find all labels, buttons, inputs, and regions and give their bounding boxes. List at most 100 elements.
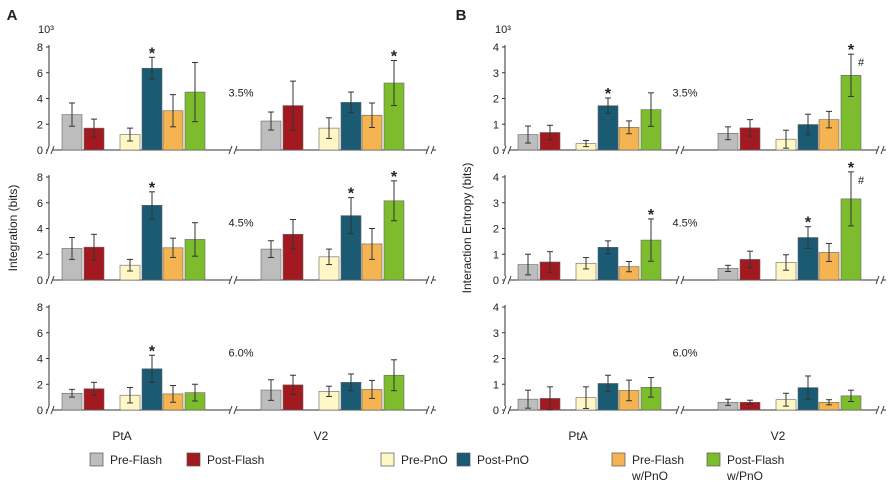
legend-swatch — [706, 452, 721, 467]
significance-marker: * — [391, 49, 398, 66]
y-tick-label: 4 — [37, 94, 43, 106]
legend-label: Post-Flash — [727, 453, 784, 467]
axis-break-gap — [427, 146, 433, 154]
y-tick-label: 4 — [37, 224, 43, 236]
axis-break-mark — [675, 275, 680, 285]
bar — [141, 67, 163, 151]
significance-marker: * — [848, 160, 855, 177]
axis-break-gap — [47, 146, 53, 154]
significance-marker: * — [648, 207, 655, 224]
y-tick-label: 8 — [37, 42, 43, 54]
axis-break-mark — [502, 275, 507, 285]
y-tick-label: 4 — [493, 42, 499, 54]
legend-label: Pre-PnO — [401, 453, 448, 467]
condition-label: 3.5% — [228, 88, 253, 100]
significance-marker: * — [605, 86, 612, 103]
axis-break-gap — [427, 276, 433, 284]
condition-label: 6.0% — [672, 348, 697, 360]
axis-break-gap — [47, 276, 53, 284]
significance-marker: * — [149, 343, 156, 360]
y-tick-label: 4 — [493, 172, 499, 184]
axis-break-mark — [233, 145, 238, 155]
y-tick-label: 1 — [493, 119, 499, 131]
axis-break-gap — [47, 406, 53, 414]
axis-break-gap — [504, 146, 510, 154]
axis-break-mark — [675, 145, 680, 155]
legend-swatch — [380, 452, 395, 467]
legend-swatch — [611, 452, 626, 467]
y-tick-label: 2 — [493, 354, 499, 366]
axis-break-mark — [50, 145, 55, 155]
axis-break-gap — [677, 276, 683, 284]
legend-swatch — [186, 452, 201, 467]
axis-break-mark — [875, 275, 880, 285]
legend-label: Pre-Flash — [110, 453, 162, 467]
y-axis-label: Integration (bits) — [6, 185, 20, 272]
axis-break-mark — [875, 145, 880, 155]
y-tick-label: 0 — [493, 405, 499, 417]
legend-label: Pre-Flash — [632, 453, 684, 467]
significance-marker: * — [848, 42, 855, 59]
y-tick-label: 2 — [493, 94, 499, 106]
condition-label: 4.5% — [228, 218, 253, 230]
axis-break-gap — [504, 276, 510, 284]
legend-swatch — [456, 452, 471, 467]
axis-break-gap — [677, 406, 683, 414]
axis-break-mark — [45, 275, 50, 285]
axis-break-mark — [502, 145, 507, 155]
y-tick-label: 2 — [493, 224, 499, 236]
axis-break-mark — [228, 145, 233, 155]
group-label: PtA — [112, 429, 131, 443]
axis-break-mark — [880, 145, 885, 155]
axis-break-mark — [50, 275, 55, 285]
legend-swatch — [89, 452, 104, 467]
significance-marker: * — [149, 45, 156, 62]
axis-break-mark — [675, 405, 680, 415]
group-label: V2 — [771, 429, 786, 443]
axis-break-mark — [228, 275, 233, 285]
axis-break-gap — [504, 406, 510, 414]
axis-break-mark — [507, 275, 512, 285]
legend-label: w/PnO — [726, 469, 763, 483]
y-tick-label: 0 — [37, 405, 43, 417]
y-tick-label: 8 — [37, 302, 43, 314]
y-tick-label: 6 — [37, 68, 43, 80]
axis-break-mark — [425, 145, 430, 155]
significance-marker: * — [805, 215, 812, 232]
axis-break-mark — [680, 275, 685, 285]
y-tick-label: 3 — [493, 328, 499, 340]
axis-break-mark — [233, 275, 238, 285]
y-tick-label: 8 — [37, 172, 43, 184]
axis-break-mark — [507, 405, 512, 415]
condition-label: 3.5% — [672, 88, 697, 100]
axis-break-gap — [230, 276, 236, 284]
legend-label: Post-PnO — [477, 453, 529, 467]
axis-break-mark — [430, 145, 435, 155]
axis-scale-note: 10³ — [38, 24, 54, 36]
y-tick-label: 2 — [37, 119, 43, 131]
y-tick-label: 4 — [37, 354, 43, 366]
panel-letter: A — [7, 7, 18, 24]
condition-label: 4.5% — [672, 218, 697, 230]
y-tick-label: 0 — [493, 145, 499, 157]
legend-label: w/PnO — [631, 469, 668, 483]
axis-break-mark — [507, 145, 512, 155]
significance-marker: * — [348, 186, 355, 203]
y-tick-label: 6 — [37, 198, 43, 210]
group-label: V2 — [314, 429, 329, 443]
axis-break-gap — [877, 276, 883, 284]
y-tick-label: 2 — [37, 379, 43, 391]
y-tick-label: 4 — [493, 302, 499, 314]
significance-marker: # — [858, 175, 865, 187]
axis-break-gap — [877, 146, 883, 154]
axis-break-mark — [45, 145, 50, 155]
y-tick-label: 3 — [493, 198, 499, 210]
axis-break-mark — [233, 405, 238, 415]
axis-break-mark — [228, 405, 233, 415]
axis-break-mark — [430, 275, 435, 285]
axis-break-gap — [427, 406, 433, 414]
y-tick-label: 2 — [37, 249, 43, 261]
y-tick-label: 6 — [37, 328, 43, 340]
